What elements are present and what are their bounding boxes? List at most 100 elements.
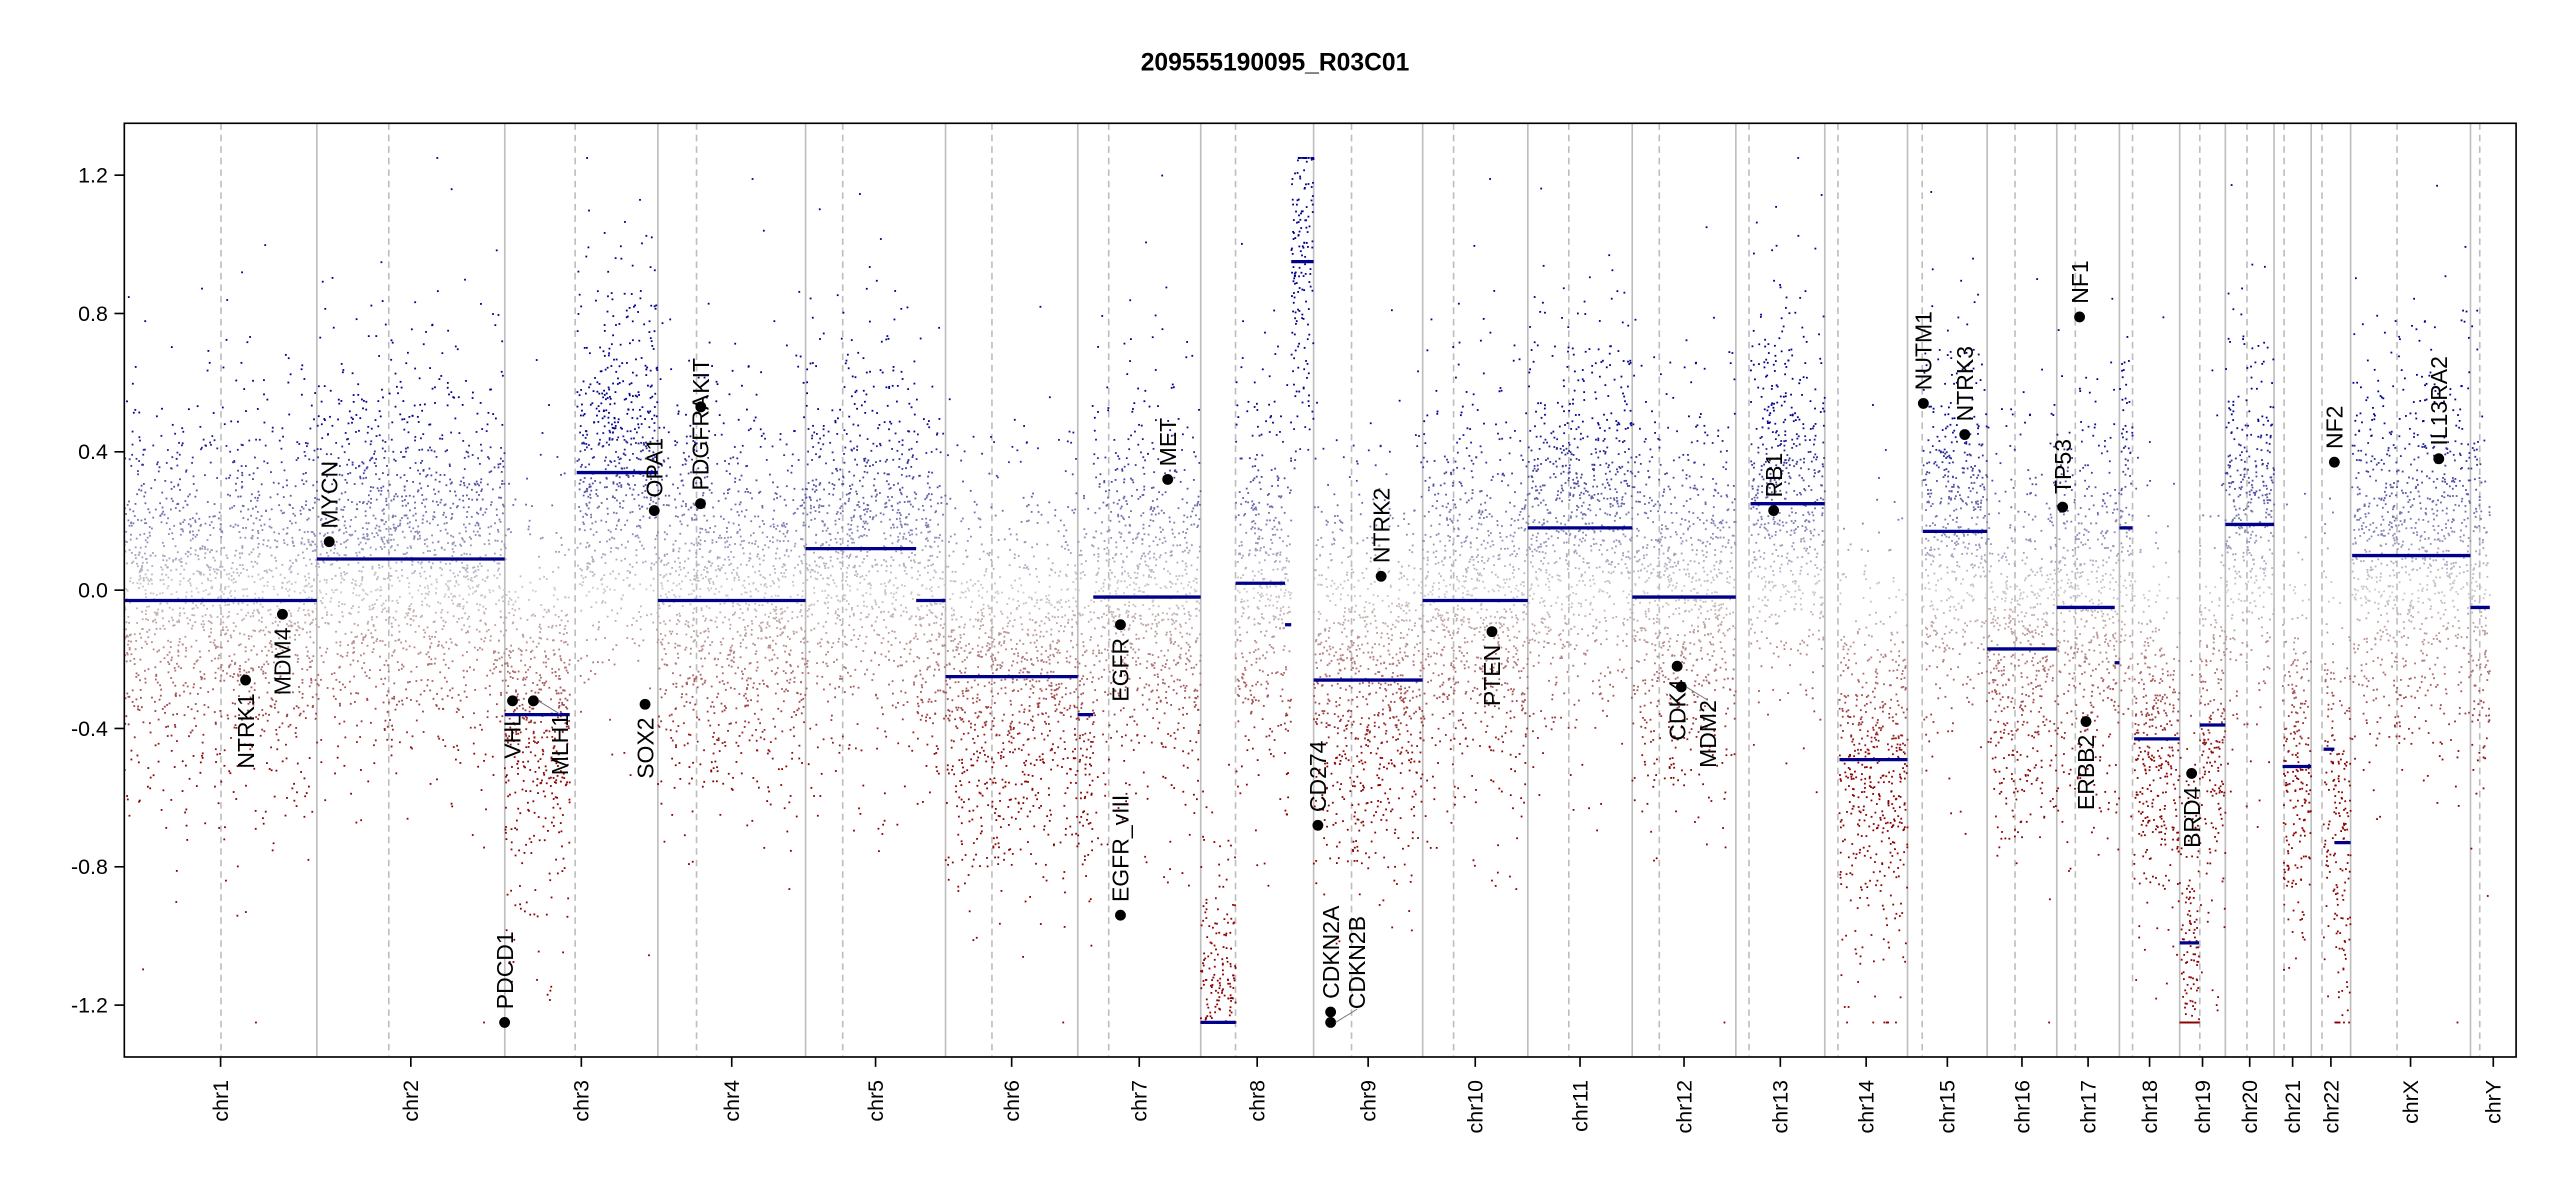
probe-point: [611, 537, 613, 539]
probe-point: [685, 543, 687, 545]
probe-point: [425, 593, 427, 595]
probe-point: [331, 614, 333, 616]
probe-point: [353, 640, 355, 642]
probe-point: [371, 428, 373, 430]
probe-point: [748, 677, 750, 679]
probe-point: [707, 637, 709, 639]
probe-point: [532, 708, 534, 710]
probe-point: [752, 566, 754, 568]
probe-point: [374, 603, 376, 605]
probe-point: [591, 556, 593, 558]
probe-point: [690, 653, 692, 655]
probe-point: [612, 570, 614, 572]
probe-point: [528, 528, 530, 530]
probe-point: [731, 649, 733, 651]
probe-point: [580, 389, 582, 391]
probe-point: [215, 677, 217, 679]
probe-point: [483, 611, 485, 613]
probe-point: [802, 538, 804, 540]
probe-point: [321, 437, 323, 439]
probe-point: [677, 645, 679, 647]
probe-point: [141, 485, 143, 487]
probe-point: [200, 687, 202, 689]
probe-point: [595, 493, 597, 495]
probe-point: [395, 562, 397, 564]
probe-point: [209, 442, 211, 444]
probe-point: [639, 519, 641, 521]
probe-point: [270, 496, 272, 498]
probe-point: [446, 449, 448, 451]
probe-point: [592, 625, 594, 627]
probe-point: [629, 564, 631, 566]
probe-point: [504, 616, 506, 618]
probe-point: [396, 474, 398, 476]
probe-point: [242, 564, 244, 566]
probe-point: [501, 656, 503, 658]
probe-point: [588, 444, 590, 446]
probe-point: [515, 591, 517, 593]
probe-point: [588, 210, 590, 212]
probe-point: [778, 595, 780, 597]
probe-point: [135, 557, 137, 559]
probe-point: [661, 644, 663, 646]
probe-point: [519, 812, 521, 814]
probe-point: [470, 727, 472, 729]
probe-point: [391, 754, 393, 756]
probe-point: [207, 691, 209, 693]
probe-point: [629, 383, 631, 385]
probe-point: [628, 476, 630, 478]
probe-point: [369, 459, 371, 461]
probe-point: [407, 547, 409, 549]
probe-point: [363, 534, 365, 536]
probe-point: [382, 472, 384, 474]
probe-point: [282, 722, 284, 724]
probe-point: [614, 497, 616, 499]
probe-point: [354, 530, 356, 532]
probe-point: [581, 584, 583, 586]
probe-point: [522, 761, 524, 763]
probe-point: [568, 549, 570, 551]
probe-point: [779, 439, 781, 441]
probe-point: [363, 536, 365, 538]
probe-point: [740, 564, 742, 566]
probe-point: [433, 511, 435, 513]
probe-point: [271, 555, 273, 557]
probe-point: [555, 796, 557, 798]
probe-point: [205, 445, 207, 447]
probe-point: [129, 660, 131, 662]
probe-point: [739, 735, 741, 737]
probe-point: [246, 588, 248, 590]
probe-point: [421, 601, 423, 603]
probe-point: [373, 762, 375, 764]
probe-point: [420, 652, 422, 654]
probe-point: [726, 531, 728, 533]
probe-point: [129, 649, 131, 651]
probe-point: [494, 522, 496, 524]
probe-point: [153, 649, 155, 651]
probe-point: [194, 519, 196, 521]
probe-point: [143, 449, 145, 451]
probe-point: [658, 668, 660, 670]
probe-point: [536, 672, 538, 674]
probe-point: [289, 520, 291, 522]
probe-point: [742, 732, 744, 734]
probe-point: [755, 610, 757, 612]
probe-point: [413, 615, 415, 617]
probe-point: [141, 706, 143, 708]
probe-point: [230, 637, 232, 639]
probe-point: [283, 539, 285, 541]
probe-point: [776, 620, 778, 622]
probe-point: [162, 617, 164, 619]
probe-point: [771, 659, 773, 661]
probe-point: [365, 542, 367, 544]
probe-point: [501, 424, 503, 426]
probe-point: [171, 456, 173, 458]
probe-point: [746, 825, 748, 827]
probe-point: [595, 300, 597, 302]
probe-point: [743, 580, 745, 582]
probe-point: [523, 780, 525, 782]
probe-point: [624, 454, 626, 456]
probe-point: [252, 548, 254, 550]
probe-point: [214, 711, 216, 713]
probe-point: [209, 524, 211, 526]
